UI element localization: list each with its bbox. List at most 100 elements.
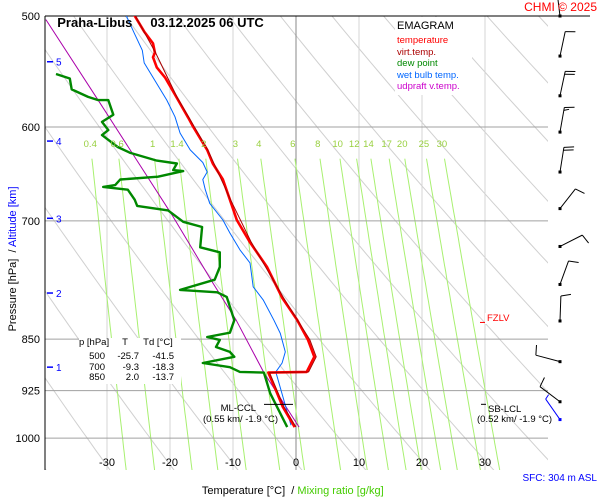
sb-lcl-label: SB-LCL — [488, 404, 522, 415]
dry-adiabat — [279, 16, 548, 328]
mixing-ratio-label: 25 — [419, 139, 430, 150]
altitude-tick-label: 5 — [56, 58, 62, 69]
pressure-tick-label: 500 — [22, 11, 40, 23]
wind-barb-dot — [558, 54, 562, 58]
wind-barb-feather — [563, 108, 570, 111]
dry-adiabat — [176, 16, 548, 461]
wind-barb-staff — [545, 398, 561, 420]
temp-tick-label: -30 — [99, 457, 115, 469]
datetime: 03.12.2025 06 UTC — [150, 15, 264, 30]
wind-barb-staff — [539, 386, 561, 403]
series-wet-bulb-temp — [125, 16, 292, 426]
y-axis-title: Pressure [hPa] / Altitude [km] — [7, 186, 19, 332]
wind-barb-staff — [559, 147, 565, 173]
pressure-tick-label: 925 — [22, 386, 40, 398]
mixing-ratio-line — [237, 158, 281, 470]
wind-barbs — [535, 0, 589, 422]
temp-tick-label: 0 — [293, 457, 299, 469]
wind-barb-feather — [581, 234, 589, 244]
series-virt-temp — [134, 16, 317, 428]
wind-barb-dot — [558, 282, 562, 286]
altitude-tick-label: 2 — [56, 289, 62, 300]
table-row: 850 2.0 -13.7 — [89, 372, 174, 383]
wind-barb-feather — [539, 377, 545, 387]
mixing-ratio-label: 12 — [349, 139, 360, 150]
wind-barb-staff — [559, 31, 566, 57]
wind-barb-staff — [559, 71, 566, 96]
mixing-ratio-line — [388, 158, 442, 470]
station-name: Praha-Libus — [57, 15, 133, 30]
wind-barb-dot — [558, 418, 562, 422]
mixing-ratio-label: 4 — [256, 139, 261, 150]
dry-adiabat — [45, 290, 175, 470]
dry-adiabat — [227, 16, 548, 393]
dry-adiabat — [45, 126, 303, 470]
values-table: p [hPa] T Td [°C] 500 -25.7 -41.5 700 -9… — [79, 337, 181, 384]
wind-barb-dot — [558, 360, 562, 364]
dry-adiabat — [537, 16, 548, 27]
temp-tick-label: 30 — [479, 457, 491, 469]
mixing-ratio-label: 14 — [363, 139, 374, 150]
wind-barb-feather — [568, 260, 579, 264]
mixing-ratio-line — [294, 158, 342, 470]
mixing-ratio-label: 10 — [332, 139, 343, 150]
dry-adiabat — [434, 16, 548, 142]
mixing-ratio-label: 8 — [315, 139, 320, 150]
mixing-ratio-label: 2 — [201, 139, 206, 150]
wind-barb-dot — [558, 244, 562, 248]
wind-barb-staff — [559, 234, 583, 247]
wind-barb-feather — [575, 188, 585, 194]
dry-adiabat — [331, 16, 548, 264]
altitude-tick-label: 4 — [56, 137, 62, 148]
mixing-ratio-line — [260, 158, 305, 470]
legend: EMAGRAM temperature virt.temp. dew point… — [395, 17, 472, 95]
pressure-tick-label: 850 — [22, 334, 40, 346]
legend-title: EMAGRAM — [397, 20, 454, 32]
table-row: 500 -25.7 -41.5 — [89, 351, 174, 362]
mixing-ratio-label: 1.4 — [170, 139, 183, 150]
temp-tick-label: -10 — [225, 457, 241, 469]
wind-barb-staff — [535, 354, 561, 363]
mixing-ratio-line — [404, 158, 458, 470]
mixing-ratio-label: 0.6 — [111, 139, 124, 150]
mixing-ratio-line — [444, 158, 501, 470]
pressure-tick-label: 1000 — [16, 433, 40, 445]
copyright: CHMI © 2025 — [524, 0, 597, 14]
chart-title: Praha-Libus 03.12.2025 06 UTC — [50, 0, 264, 30]
wind-barb-staff — [559, 260, 570, 285]
pressure-tick-label: 600 — [22, 122, 40, 134]
legend-updraft: udpraft v.temp. — [397, 81, 460, 92]
grid — [44, 15, 590, 470]
mixing-ratio-line — [339, 158, 389, 470]
mixing-ratio-label: 3 — [233, 139, 238, 150]
mixing-ratio-label: 1 — [150, 139, 155, 150]
wind-barb-feather — [560, 293, 572, 297]
labels: 0.4 0.6 1 1.4 2 3 4 6 8 10 12 14 17 20 25 3050060070085… — [16, 11, 492, 469]
mixing-ratio-line — [154, 158, 193, 470]
mixing-ratio-label: 0.4 — [84, 139, 97, 150]
wind-barb-dot — [558, 94, 562, 98]
dry-adiabat — [45, 48, 367, 470]
mixing-ratio-label: 20 — [397, 139, 408, 150]
mixing-ratio-label: 17 — [381, 139, 392, 150]
wind-barb-dot — [558, 14, 562, 18]
table-header: p [hPa] T Td [°C] — [79, 337, 173, 348]
altitude-tick-label: 3 — [56, 214, 62, 225]
mixing-ratio-line — [319, 158, 368, 470]
legend-temperature: temperature — [397, 35, 449, 46]
temp-tick-label: -20 — [162, 457, 178, 469]
dry-adiabat — [382, 16, 548, 202]
dry-adiabat — [45, 377, 111, 470]
x-axis-title: Temperature [°C] / Mixing ratio [g/kg] — [201, 485, 384, 497]
temp-tick-label: 20 — [416, 457, 428, 469]
mixing-ratio-line — [91, 158, 127, 470]
wind-barb-dot — [558, 319, 562, 323]
series-dew-point — [55, 72, 289, 428]
dry-adiabat — [124, 16, 495, 470]
wind-barb-dot — [558, 170, 562, 174]
mixing-ratio-label: 30 — [437, 139, 448, 150]
mixing-ratio-label: 6 — [290, 139, 295, 150]
wind-barb-dot — [558, 207, 562, 211]
mixing-ratio-line — [356, 158, 407, 470]
